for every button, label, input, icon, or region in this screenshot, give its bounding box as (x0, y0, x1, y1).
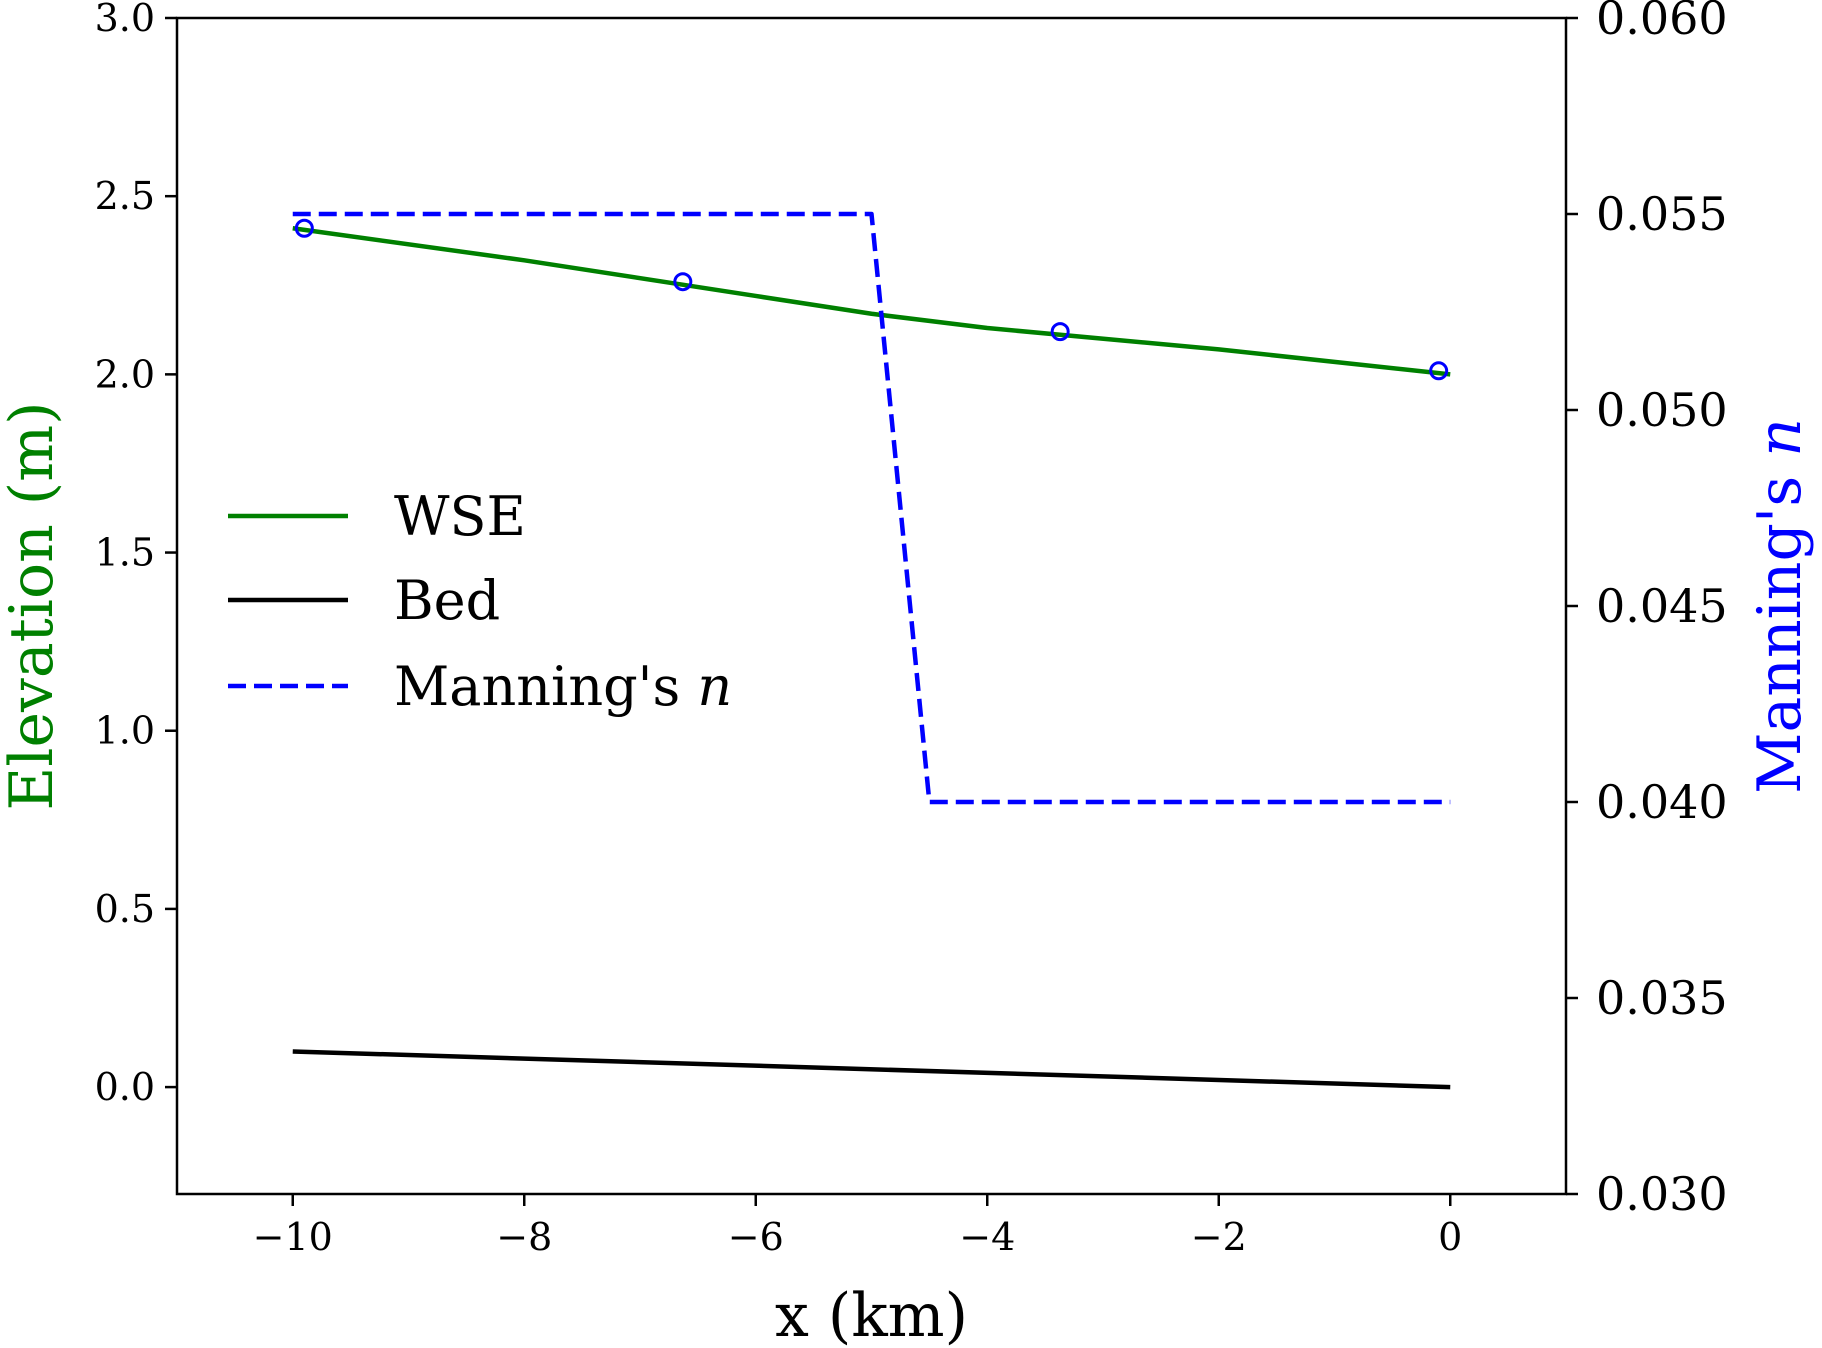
series-line-manning-s-n (292, 211, 1451, 805)
y-left-tick-label: 0.0 (95, 1065, 155, 1109)
x-axis-title: x (km) (775, 1281, 968, 1348)
y-right-axis-title-italic: n (1745, 418, 1815, 457)
y-right-tick-label: 0.030 (1596, 1167, 1728, 1221)
legend-manning-label: Manning's n (394, 655, 732, 718)
legend-wse-label: WSE (394, 485, 526, 548)
observation-point (673, 272, 693, 292)
x-axis-ticks: −10 −8 −6 −4 −2 0 (253, 1194, 1462, 1259)
y-right-tick-label: 0.050 (1596, 383, 1728, 437)
x-tick-label: −10 (253, 1215, 333, 1259)
series-layer (292, 211, 1451, 1090)
y-left-tick-label: 0.5 (95, 887, 155, 931)
y-left-tick-label: 1.0 (95, 709, 155, 753)
observation-point (294, 218, 314, 238)
observation-point (1050, 322, 1070, 342)
y-right-axis-title: Manning's n (1745, 418, 1815, 794)
y-left-tick-label: 2.5 (95, 174, 155, 218)
y-right-tick-label: 0.060 (1596, 0, 1728, 45)
y-right-axis-ticks: 0.030 0.035 0.040 0.045 0.050 0.055 0.060 (1566, 0, 1728, 1221)
y-right-tick-label: 0.040 (1596, 775, 1728, 829)
y-left-tick-label: 3.0 (95, 0, 155, 40)
series-line-bed (292, 1049, 1451, 1090)
y-left-tick-label: 1.5 (95, 531, 155, 575)
y-right-tick-label: 0.035 (1596, 971, 1728, 1025)
y-right-axis-title-prefix: Manning's (1745, 457, 1815, 794)
series-line-wse (292, 226, 1451, 377)
x-tick-label: −2 (1191, 1215, 1247, 1259)
legend: WSE Bed Manning's n (228, 485, 732, 718)
y-right-tick-label: 0.045 (1596, 579, 1728, 633)
y-left-axis-title: Elevation (m) (0, 401, 67, 810)
x-tick-label: −4 (959, 1215, 1015, 1259)
x-tick-label: −8 (496, 1215, 552, 1259)
x-tick-label: 0 (1438, 1215, 1462, 1259)
observation-point (1429, 361, 1449, 381)
axes-frame (175, 16, 1568, 1196)
y-left-axis-ticks: 0.0 0.5 1.0 1.5 2.0 2.5 3.0 (95, 0, 177, 1109)
legend-bed-label: Bed (394, 569, 500, 632)
y-right-tick-label: 0.055 (1596, 187, 1728, 241)
x-tick-label: −6 (728, 1215, 784, 1259)
y-left-tick-label: 2.0 (95, 352, 155, 396)
legend-manning-label-italic: n (697, 655, 732, 718)
legend-manning-label-prefix: Manning's (394, 655, 697, 718)
